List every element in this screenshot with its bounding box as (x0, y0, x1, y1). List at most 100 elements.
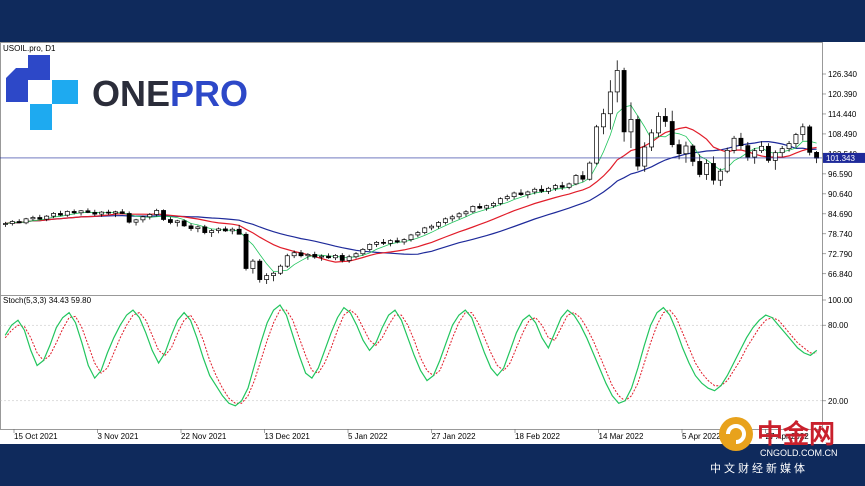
candle-up (552, 185, 558, 189)
candle-up (463, 211, 469, 215)
y-tick-label: 84.690 (828, 210, 853, 219)
candle-down (766, 145, 771, 161)
candle-down (106, 211, 111, 214)
candle-up (415, 232, 421, 236)
candle-down (167, 219, 173, 223)
candle-up (147, 214, 153, 218)
x-tick-label: 27 Jan 2022 (432, 432, 477, 441)
candle-up (649, 132, 655, 148)
current-price-box (823, 152, 865, 163)
candle-up (704, 163, 709, 175)
candle-up (717, 170, 723, 181)
watermark-cn: 中金网 (757, 419, 835, 450)
candle-down (71, 211, 77, 214)
candle-up (786, 143, 792, 150)
candle-down (711, 163, 716, 181)
x-tick-label: 14 Mar 2022 (599, 432, 644, 441)
candle-up (374, 241, 380, 245)
logo-shape-icon (6, 56, 50, 102)
cngold-watermark: 中金网 CNGOLD.COM.CN 中文财经新媒体 (710, 417, 838, 475)
candle-up (683, 145, 689, 155)
candle-up (601, 113, 606, 128)
candle-up (566, 183, 572, 188)
candle-up (250, 260, 256, 269)
candle-up (436, 222, 441, 227)
candle-up (587, 162, 593, 180)
candle-up (305, 254, 311, 257)
logo-square-light-icon (52, 80, 78, 104)
candle-up (346, 256, 352, 261)
candle-up (154, 210, 160, 215)
candle-up (140, 216, 146, 221)
candle-down (635, 119, 641, 167)
candle-down (202, 226, 208, 233)
candle-down (580, 175, 586, 180)
candle-up (216, 228, 221, 231)
candle-down (312, 254, 318, 258)
candle-up (284, 255, 290, 267)
top-banner (0, 0, 865, 42)
candle-down (161, 210, 166, 220)
candle-down (326, 255, 331, 259)
y-tick-label: 90.640 (828, 190, 853, 199)
candle-down (257, 260, 263, 280)
y-tick-label: 108.490 (828, 130, 857, 139)
current-price-label: 101.343 (826, 154, 855, 163)
candle-up (614, 70, 620, 93)
candle-up (449, 216, 455, 220)
candle-up (656, 116, 661, 134)
candle-up (442, 218, 448, 223)
candle-up (367, 243, 373, 250)
candle-up (779, 148, 785, 154)
candle-down (662, 116, 668, 122)
candle-up (607, 91, 613, 115)
candle-down (539, 188, 545, 192)
candle-up (9, 221, 15, 224)
candle-up (504, 196, 510, 200)
candle-down (690, 145, 696, 162)
x-tick-label: 27 Apr 2022 (766, 432, 810, 441)
y-tick-label: 96.590 (828, 170, 853, 179)
candle-up (470, 206, 476, 213)
watermark-sub: 中文财经新媒体 (710, 461, 808, 475)
logo-text-pro: PRO (170, 73, 248, 114)
candle-up (3, 223, 8, 225)
candle-up (209, 230, 215, 233)
candle-up (491, 203, 496, 207)
x-tick-label: 3 Nov 2021 (98, 432, 139, 441)
candle-up (429, 225, 435, 229)
candle-down (669, 121, 675, 145)
candle-down (222, 228, 228, 232)
candle-up (23, 218, 29, 224)
candle-down (477, 206, 483, 209)
candle-down (243, 233, 249, 269)
onepro-logo: ONEPRO (6, 55, 248, 130)
candle-up (642, 146, 648, 167)
candle-up (133, 219, 139, 223)
candle-up (353, 253, 359, 258)
stoch-tick-label: 20.00 (828, 397, 849, 406)
x-tick-label: 13 Dec 2021 (265, 432, 311, 441)
ma-mid-line (5, 126, 817, 263)
candle-up (532, 188, 538, 193)
candle-up (752, 150, 758, 158)
candle-down (394, 240, 400, 243)
candle-up (51, 213, 56, 217)
candle-down (559, 185, 565, 188)
candle-up (628, 119, 634, 133)
candle-up (731, 137, 737, 151)
candle-down (697, 161, 703, 175)
candle-down (339, 255, 345, 261)
candle-down (745, 145, 751, 158)
candle-up (511, 192, 517, 198)
candle-up (64, 211, 70, 216)
candle-up (229, 228, 235, 232)
watermark-logo-swirl-icon (726, 424, 746, 444)
stoch-main-line (4, 304, 818, 407)
candle-up (30, 217, 36, 220)
candle-down (119, 211, 125, 214)
candle-down (92, 212, 98, 215)
stoch-signal-line (4, 309, 817, 404)
candle-down (188, 225, 194, 229)
candle-up (99, 211, 105, 215)
